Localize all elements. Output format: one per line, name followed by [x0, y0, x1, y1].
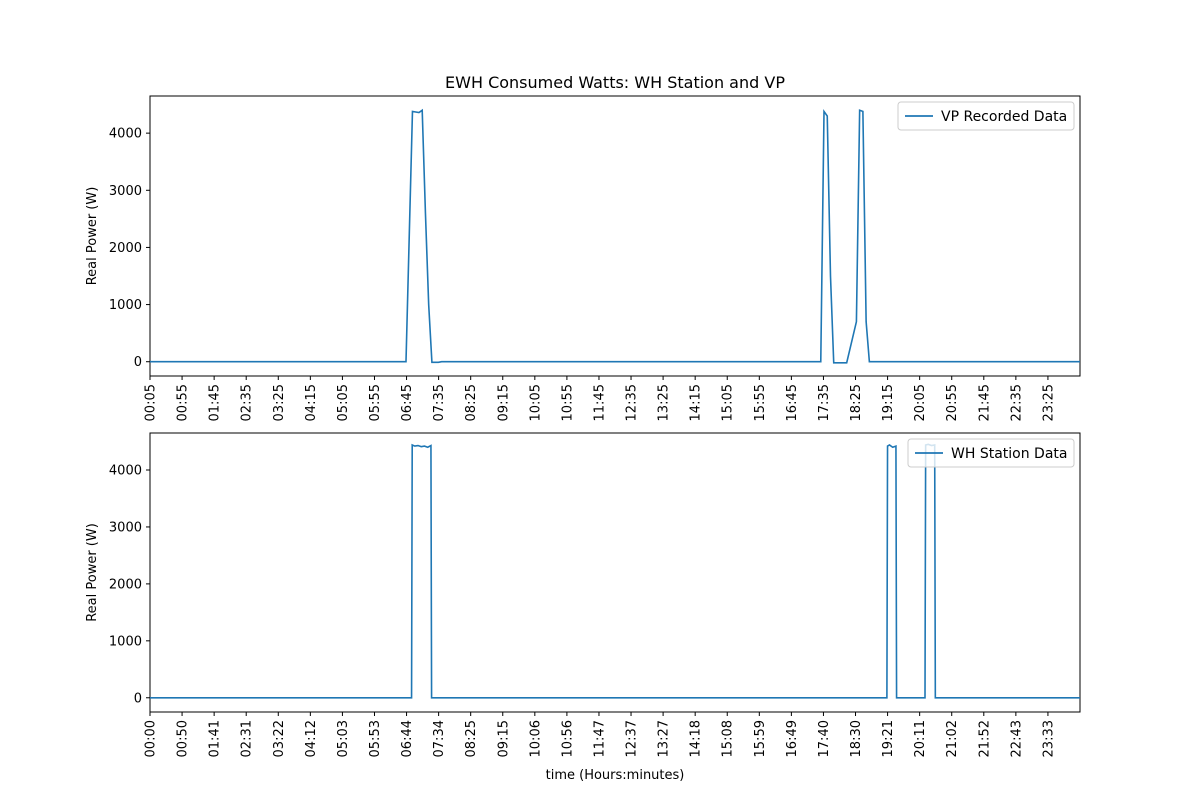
x-tick-label-0-18: 15:05: [721, 384, 736, 421]
x-tick-label-0-26: 21:45: [977, 384, 992, 421]
x-tick-label-0-17: 14:15: [689, 384, 704, 421]
y-tick-label-0-0: 0: [134, 355, 142, 370]
x-tick-label-1-4: 03:22: [272, 720, 287, 757]
x-tick-label-1-25: 21:02: [945, 720, 960, 757]
series-line-1-0: [150, 443, 1080, 699]
plot-frame-0: [149, 95, 1081, 377]
x-tick-label-1-24: 20:11: [913, 720, 928, 757]
y-tick-label-1-3: 3000: [109, 520, 142, 535]
x-tick-label-0-13: 10:55: [560, 384, 575, 421]
x-tick-label-1-2: 01:41: [208, 720, 223, 757]
x-tick-label-1-22: 18:30: [849, 720, 864, 757]
y-tick-label-1-2: 2000: [109, 577, 142, 592]
x-tick-label-1-11: 09:15: [496, 720, 511, 757]
x-tick-label-1-17: 14:18: [689, 720, 704, 757]
x-tick-label-0-16: 13:25: [657, 384, 672, 421]
y-tick-label-1-0: 0: [134, 691, 142, 706]
x-tick-label-0-24: 20:05: [913, 384, 928, 421]
x-tick-label-1-14: 11:47: [592, 720, 607, 757]
x-tick-label-0-6: 05:05: [336, 384, 351, 421]
x-axis-label-1: time (Hours:minutes): [546, 768, 685, 783]
x-tick-label-0-9: 07:35: [432, 384, 447, 421]
y-tick-label-0-3: 3000: [109, 184, 142, 199]
x-tick-label-0-20: 16:45: [785, 384, 800, 421]
x-tick-label-0-22: 18:25: [849, 384, 864, 421]
x-tick-label-1-18: 15:08: [721, 720, 736, 757]
x-tick-label-1-16: 13:27: [657, 720, 672, 757]
x-tick-label-1-5: 04:12: [304, 720, 319, 757]
x-tick-label-1-7: 05:53: [368, 720, 383, 757]
x-tick-label-0-25: 20:55: [945, 384, 960, 421]
bottom-plot: 0 1000 2000 3000 4000 00:00 00:50 01:41 02:31 03:…: [85, 432, 1081, 783]
x-tick-label-0-12: 10:05: [528, 384, 543, 421]
x-tick-label-0-14: 11:45: [592, 384, 607, 421]
x-tick-label-0-27: 22:35: [1009, 384, 1024, 421]
y-tick-label-1-4: 4000: [109, 464, 142, 479]
y-tick-label-0-2: 2000: [109, 241, 142, 256]
plot-frame-1: [149, 432, 1081, 713]
x-tick-label-1-6: 05:03: [336, 720, 351, 757]
x-tick-label-0-3: 02:35: [240, 384, 255, 421]
x-tick-label-0-21: 17:35: [817, 384, 832, 421]
x-tick-label-0-11: 09:15: [496, 384, 511, 421]
x-tick-label-0-23: 19:15: [881, 384, 896, 421]
y-tick-label-0-1: 1000: [109, 298, 142, 313]
legend-label-1: WH Station Data: [951, 446, 1067, 462]
x-tick-label-0-15: 12:35: [625, 384, 640, 421]
x-tick-label-1-28: 23:33: [1041, 720, 1056, 757]
x-tick-label-1-20: 16:49: [785, 720, 800, 757]
x-tick-label-0-0: 00:05: [144, 384, 159, 421]
x-tick-label-1-26: 21:52: [977, 720, 992, 757]
x-tick-label-1-12: 10:06: [528, 720, 543, 757]
x-tick-label-1-27: 22:43: [1009, 720, 1024, 757]
x-tick-label-1-10: 08:25: [464, 720, 479, 757]
x-tick-label-0-10: 08:25: [464, 384, 479, 421]
x-tick-label-1-23: 19:21: [881, 720, 896, 757]
legend-box-1: [907, 438, 1075, 468]
x-tick-label-1-1: 00:50: [176, 720, 191, 757]
x-tick-label-1-15: 12:37: [625, 720, 640, 757]
x-tick-label-0-19: 15:55: [753, 384, 768, 421]
y-tick-label-1-1: 1000: [109, 634, 142, 649]
x-tick-label-1-13: 10:56: [560, 720, 575, 757]
x-tick-label-0-1: 00:55: [176, 384, 191, 421]
series-line-0-0: [150, 108, 1080, 364]
x-tick-label-1-0: 00:00: [144, 720, 159, 757]
x-tick-label-1-19: 15:59: [753, 720, 768, 757]
x-tick-label-0-5: 04:15: [304, 384, 319, 421]
legend-box-0: [897, 101, 1075, 131]
figure-title: EWH Consumed Watts: WH Station and VP: [445, 73, 785, 92]
x-tick-label-1-3: 02:31: [240, 720, 255, 757]
x-tick-label-1-8: 06:44: [400, 720, 415, 757]
top-plot: 0 1000 2000 3000 4000 00:05 00:55 01:45 02:35 03:…: [85, 95, 1081, 421]
y-axis-label-0: Real Power (W): [85, 187, 100, 286]
x-tick-label-0-8: 06:45: [400, 384, 415, 421]
x-tick-label-0-2: 01:45: [208, 384, 223, 421]
x-tick-label-0-28: 23:25: [1041, 384, 1056, 421]
x-tick-label-0-4: 03:25: [272, 384, 287, 421]
x-tick-label-0-7: 05:55: [368, 384, 383, 421]
x-tick-label-1-9: 07:34: [432, 720, 447, 757]
legend-label-0: VP Recorded Data: [941, 109, 1067, 125]
y-tick-label-0-4: 4000: [109, 127, 142, 142]
x-tick-label-1-21: 17:40: [817, 720, 832, 757]
y-axis-label-1: Real Power (W): [85, 523, 100, 622]
